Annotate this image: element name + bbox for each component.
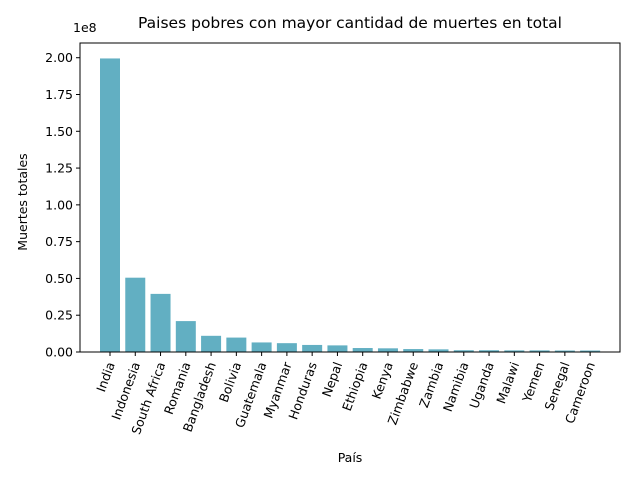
- bars-group: [100, 58, 601, 352]
- bar-honduras: [302, 344, 323, 352]
- bar-zimbabwe: [403, 349, 424, 352]
- y-tick-label: 0.00: [45, 345, 73, 360]
- bar-zambia: [428, 349, 449, 352]
- x-tick-label: India: [93, 360, 118, 394]
- bar-cameroon: [580, 350, 601, 352]
- x-tick-label: Uganda: [466, 360, 497, 410]
- x-tick-label: Malawi: [493, 360, 522, 406]
- x-tick-label: Nepal: [319, 360, 345, 399]
- bar-south-africa: [150, 293, 171, 352]
- y-ticks-group: 0.00 0.25 0.50 0.75 1.00 1.25 1.50 1.75 2.00: [45, 50, 80, 360]
- bar-uganda: [479, 350, 500, 352]
- y-tick-label: 1.75: [45, 87, 73, 102]
- x-tick-label: Yemen: [519, 360, 548, 405]
- bar-kenya: [377, 348, 398, 352]
- bar-bangladesh: [201, 335, 222, 352]
- bar-bolivia: [226, 337, 247, 352]
- x-tick-label: Bolivia: [216, 360, 244, 404]
- y-tick-label: 1.25: [45, 161, 73, 176]
- bar-myanmar: [276, 343, 297, 352]
- x-axis-label: País: [338, 450, 363, 465]
- x-tick-label: Kenya: [369, 360, 396, 401]
- bar-romania: [175, 321, 196, 352]
- y-tick-label: 1.00: [45, 197, 73, 212]
- y-tick-label: 0.25: [45, 308, 73, 323]
- y-axis-offset-label: 1e8: [73, 20, 97, 35]
- axes-border: [79, 42, 621, 353]
- axes-frame: [79, 42, 621, 353]
- bar-malawi: [504, 350, 525, 352]
- bar-ethiopia: [352, 348, 373, 352]
- bar-yemen: [529, 350, 550, 352]
- y-axis-label: Muertes totales: [15, 153, 30, 250]
- y-tick-label: 1.50: [45, 124, 73, 139]
- bar-namibia: [453, 350, 474, 352]
- bar-india: [100, 58, 120, 352]
- y-tick-label: 0.50: [45, 271, 73, 286]
- bar-guatemala: [251, 342, 272, 352]
- bar-indonesia: [125, 277, 146, 352]
- y-tick-label: 0.75: [45, 234, 73, 249]
- chart-title: Paises pobres con mayor cantidad de muer…: [138, 14, 562, 32]
- bar-nepal: [327, 345, 348, 352]
- y-tick-label: 2.00: [45, 50, 73, 65]
- bar-senegal: [554, 350, 575, 352]
